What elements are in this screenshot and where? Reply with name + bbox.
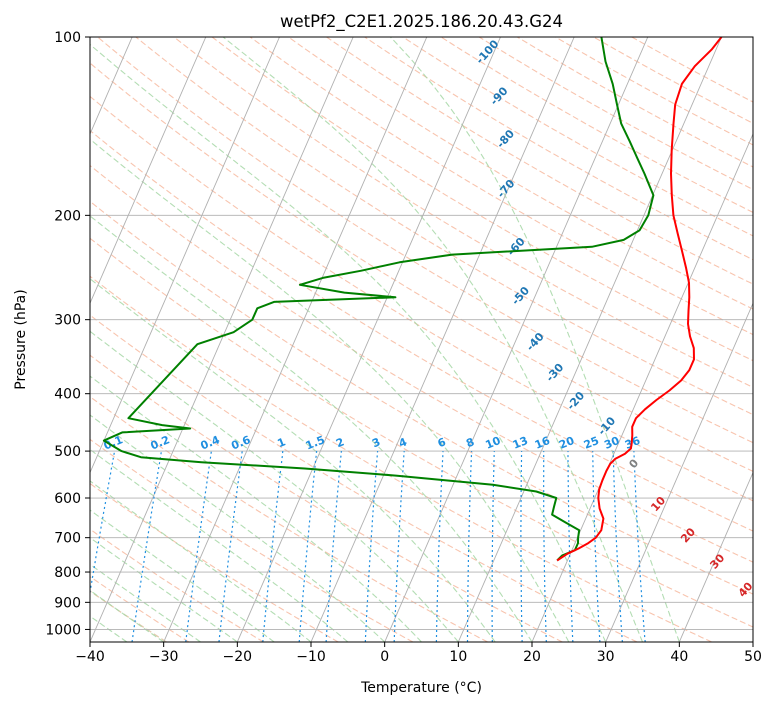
- dry-adiabat: [90, 237, 753, 628]
- moist-adiabat: [90, 215, 533, 642]
- x-tick-label: −30: [149, 649, 179, 665]
- moist-adiabat: [90, 330, 459, 642]
- mixing-ratio-label: 1: [276, 435, 288, 450]
- chart-title: wetPf2_C2E1.2025.186.20.43.G24: [280, 12, 563, 32]
- mixing-ratio-label: 16: [533, 434, 552, 452]
- mixing-ratio-label: 30: [602, 434, 621, 452]
- moist-adiabat: [90, 138, 570, 642]
- dry-adiabat: [90, 396, 488, 642]
- x-tick-label: −10: [296, 649, 326, 665]
- x-tick-label: 30: [597, 649, 615, 665]
- dry-adiabat: [90, 95, 753, 502]
- isotherm: [752, 640, 753, 642]
- dry-adiabat: [90, 200, 753, 595]
- dry-adiabat: [90, 354, 563, 642]
- moist-adiabat: [90, 480, 312, 642]
- dry-adiabat: [90, 314, 638, 642]
- mixing-ratio-label: 2: [334, 435, 346, 450]
- y-tick-label: 800: [54, 565, 81, 581]
- moist-adiabat: [390, 37, 680, 642]
- dry-adiabat: [97, 37, 753, 444]
- y-tick-label: 1000: [45, 622, 81, 638]
- y-tick-label: 500: [54, 444, 81, 460]
- isotherm: [0, 37, 59, 642]
- y-tick-label: 700: [54, 531, 81, 547]
- isotherm: [678, 471, 753, 642]
- moist-adiabat: [90, 448, 349, 642]
- isotherm: [605, 302, 753, 642]
- x-tick-label: 0: [380, 649, 389, 665]
- dry-adiabat: [90, 575, 190, 642]
- x-axis-title: Temperature (°C): [360, 680, 482, 696]
- mixing-ratio-label: 36: [623, 434, 642, 452]
- moist-adiabat: [90, 278, 496, 642]
- mixing-ratio-label: 13: [511, 434, 530, 452]
- isotherm: [90, 37, 280, 474]
- mixing-ratio-label: 10: [483, 434, 502, 452]
- dry-adiabat: [173, 37, 753, 388]
- dry-adiabat: [326, 37, 753, 285]
- isotherm: [384, 37, 649, 642]
- x-tick-label: 40: [670, 649, 688, 665]
- isotherm: [531, 132, 753, 642]
- moist-adiabat: [90, 537, 238, 642]
- dry-adiabat: [90, 129, 753, 532]
- isotherm: [310, 37, 575, 642]
- mixing-ratio-label: 25: [582, 434, 601, 452]
- y-tick-label: 600: [54, 491, 81, 507]
- x-tick-label: −40: [75, 649, 105, 665]
- y-axis-title: Pressure (hPa): [13, 289, 29, 389]
- moist-adiabat: [90, 414, 386, 642]
- x-tick-label: −20: [223, 649, 253, 665]
- isotherm: [90, 37, 207, 305]
- dry-adiabat: [90, 275, 712, 642]
- moist-adiabat: [222, 37, 644, 642]
- dry-adiabat: [90, 482, 339, 642]
- isotherm: [90, 37, 354, 642]
- moist-adiabat: [90, 589, 165, 642]
- moist-adiabat: [90, 43, 607, 642]
- x-tick-label: 20: [523, 649, 541, 665]
- x-tick-label: 10: [449, 649, 467, 665]
- dewpoint-profile-line: [102, 37, 655, 562]
- dry-adiabat: [288, 37, 753, 310]
- temperature-profile-line: [556, 37, 723, 562]
- isotherm: [457, 37, 722, 642]
- x-tick-label: 50: [744, 649, 762, 665]
- plot-background: [90, 37, 753, 642]
- plot-frame: [89, 36, 754, 643]
- mixing-ratio-label: 3: [370, 435, 382, 450]
- y-tick-label: 900: [54, 595, 81, 611]
- y-tick-label: 400: [54, 387, 81, 403]
- mixing-ratio-label: 20: [557, 434, 576, 452]
- dry-adiabat: [249, 37, 753, 336]
- moist-adiabat: [90, 375, 422, 642]
- moist-adiabat: [90, 563, 201, 642]
- isotherm: [236, 37, 501, 642]
- y-tick-label: 200: [54, 208, 81, 224]
- isotherm: [163, 37, 428, 642]
- y-tick-label: 100: [54, 30, 81, 46]
- y-tick-label: 300: [54, 313, 81, 329]
- mixing-ratio-label: 8: [464, 435, 476, 450]
